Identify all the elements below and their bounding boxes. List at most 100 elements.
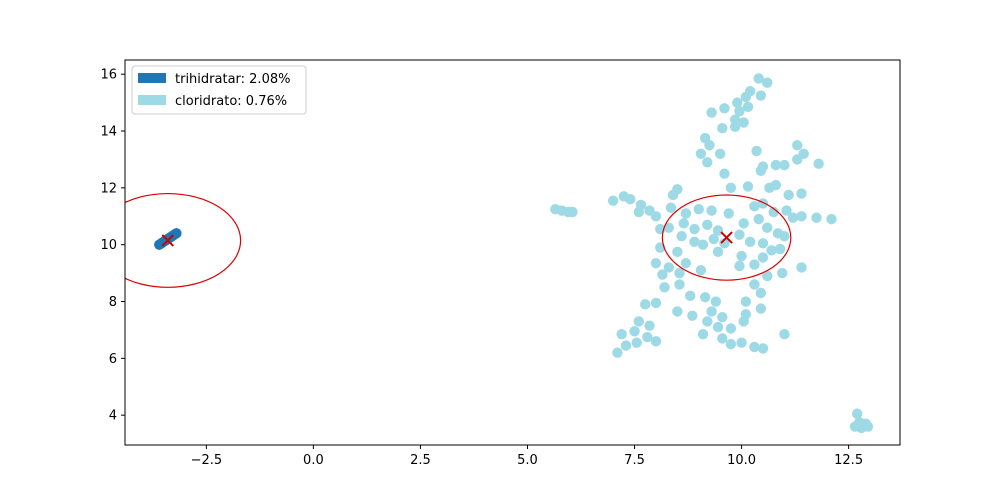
data-point-series1-137 [676, 230, 687, 242]
data-point-series1-95 [659, 282, 670, 293]
cluster-circle-0 [125, 192, 242, 288]
y-axis: 4 6 8 10 12 14 16 [100, 68, 125, 424]
data-point-series1-41 [633, 206, 645, 218]
data-point-series1-93 [762, 270, 773, 282]
data-point-series1-111 [633, 316, 645, 327]
centroid-marker-1 [720, 231, 733, 244]
data-point-series1-96 [674, 279, 685, 290]
data-point-series1-81 [757, 252, 769, 263]
cluster-circle-1 [661, 194, 792, 281]
data-point-series1-11 [738, 117, 749, 128]
data-point-series1-8 [719, 103, 730, 114]
data-point-series1-85 [663, 262, 674, 273]
data-point-series1-54 [757, 198, 769, 209]
data-point-series1-103 [640, 299, 651, 310]
data-point-series1-36 [796, 188, 807, 199]
y-tick-label-2: 8 [109, 295, 117, 310]
data-point-series1-136 [849, 421, 861, 432]
data-point-series1-21 [798, 148, 809, 159]
y-tick-label-3: 10 [100, 238, 117, 253]
data-point-series1-10 [729, 114, 741, 125]
x-tick-label-0: −2.5 [191, 453, 223, 468]
data-point-series1-131 [851, 408, 863, 419]
data-point-series1-120 [650, 336, 662, 347]
data-point-series1-49 [680, 208, 692, 219]
data-point-series1-45 [567, 206, 578, 218]
legend-box [131, 65, 307, 115]
data-point-series1-121 [697, 328, 709, 340]
data-point-series1-6 [734, 105, 745, 117]
data-point-series1-75 [744, 236, 756, 248]
data-point-series1-53 [749, 201, 760, 212]
data-point-series1-101 [710, 296, 722, 307]
data-point-series1-31 [725, 182, 737, 194]
data-point-series1-117 [616, 328, 627, 340]
data-point-series1-130 [757, 343, 769, 354]
data-point-series1-48 [665, 202, 677, 213]
data-point-series1-110 [755, 303, 767, 314]
legend: trihidratar: 2.08% cloridrato: 0.76% [131, 65, 307, 115]
data-point-series1-99 [684, 290, 696, 302]
data-point-series1-94 [777, 267, 788, 279]
x-tick-label-2: 2.5 [410, 453, 431, 468]
data-point-series1-71 [689, 236, 700, 248]
data-point-series1-91 [657, 269, 668, 280]
x-tick-label-5: 10.0 [727, 453, 756, 468]
data-point-series1-86 [680, 257, 692, 269]
data-point-series1-51 [706, 205, 717, 216]
data-point-series1-28 [755, 165, 767, 177]
data-point-series1-112 [644, 320, 655, 331]
data-point-series1-7 [742, 101, 754, 113]
data-point-series1-18 [751, 145, 762, 157]
data-point-series1-127 [725, 338, 737, 350]
data-point-series1-61 [663, 222, 674, 233]
data-point-series1-13 [729, 121, 741, 132]
data-point-series1-138 [734, 229, 745, 240]
data-point-series1-4 [755, 90, 767, 101]
data-point-series1-108 [717, 311, 728, 323]
legend-swatch-cloridrato [138, 95, 166, 105]
data-point-series1-72 [697, 239, 709, 250]
y-tick-label-6: 16 [100, 68, 117, 83]
data-point-series1-64 [702, 219, 713, 230]
data-point-series1-59 [826, 213, 837, 225]
data-point-series1-58 [811, 212, 822, 223]
data-point-series1-30 [667, 189, 679, 201]
data-point-series1-47 [650, 211, 662, 222]
cluster-overlays [125, 192, 792, 288]
data-point-series1-73 [708, 233, 719, 245]
data-point-series1-65 [712, 225, 724, 236]
data-point-series1-90 [796, 262, 807, 273]
legend-label-cloridrato: cloridrato: 0.76% [175, 94, 287, 109]
data-point-series1-79 [712, 246, 724, 257]
data-point-series1-26 [813, 158, 824, 169]
data-point-series1-123 [779, 328, 790, 340]
data-point-series1-68 [762, 222, 773, 233]
data-point-series1-17 [714, 148, 726, 159]
data-point-series0-8 [171, 228, 182, 239]
data-point-series1-124 [612, 347, 623, 358]
data-point-series1-102 [740, 296, 752, 307]
data-point-series1-139 [787, 212, 799, 223]
data-point-series1-78 [672, 246, 683, 257]
data-point-series1-98 [755, 287, 767, 299]
data-point-series1-24 [770, 159, 782, 171]
data-point-series1-105 [672, 306, 683, 317]
data-point-series1-39 [625, 194, 636, 205]
data-point-series1-34 [770, 179, 782, 191]
data-point-series1-88 [734, 260, 745, 272]
x-tick-label-4: 7.5 [624, 453, 645, 468]
data-point-series1-15 [704, 140, 715, 151]
data-point-series1-74 [719, 238, 730, 249]
data-point-series1-22 [702, 157, 713, 168]
data-point-series1-5 [732, 97, 743, 108]
data-point-series1-50 [693, 203, 704, 215]
data-point-series1-106 [687, 310, 698, 321]
data-point-series1-25 [779, 159, 790, 171]
data-point-series1-37 [607, 195, 619, 206]
data-point-series1-63 [689, 223, 700, 235]
data-point-series1-57 [796, 211, 807, 222]
data-point-series1-83 [774, 243, 786, 255]
x-tick-label-1: 0.0 [303, 453, 324, 468]
data-point-series1-119 [642, 331, 653, 343]
